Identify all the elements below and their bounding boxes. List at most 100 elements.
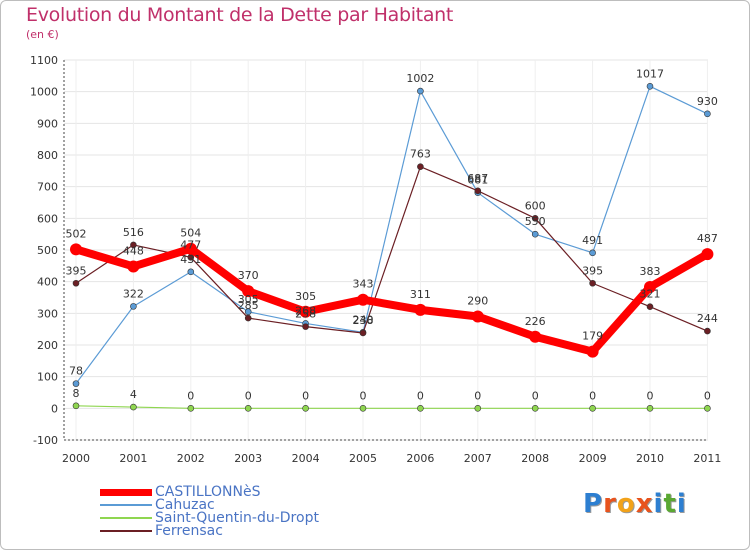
legend-item: Saint-Quentin-du-Dropt bbox=[100, 510, 360, 526]
series-line bbox=[72, 244, 712, 356]
y-tick-label: 200 bbox=[37, 339, 58, 352]
data-label: 431 bbox=[180, 253, 201, 266]
y-tick-label: 500 bbox=[37, 244, 58, 257]
y-tick-label: 0 bbox=[51, 402, 58, 415]
data-label: 550 bbox=[525, 215, 546, 228]
legend-swatch bbox=[100, 504, 152, 506]
data-point bbox=[70, 243, 82, 256]
x-tick-label: 2004 bbox=[292, 452, 320, 465]
data-point bbox=[184, 242, 197, 255]
legend-label: Ferrensac bbox=[155, 523, 223, 539]
data-point bbox=[72, 402, 80, 410]
legend-item: Ferrensac bbox=[100, 523, 360, 539]
data-point bbox=[589, 405, 596, 412]
data-label: 290 bbox=[467, 295, 488, 308]
data-point bbox=[130, 241, 137, 249]
data-label: 244 bbox=[697, 312, 718, 325]
data-point bbox=[359, 405, 367, 412]
y-tick-label: 400 bbox=[37, 276, 58, 289]
data-label: 383 bbox=[640, 265, 661, 278]
data-point bbox=[531, 405, 539, 412]
data-point bbox=[127, 260, 140, 273]
y-tick-label: 1000 bbox=[30, 86, 58, 99]
data-label: 1017 bbox=[636, 67, 664, 80]
data-point bbox=[244, 405, 252, 412]
data-label: 0 bbox=[302, 389, 309, 402]
data-point bbox=[242, 285, 255, 298]
data-label: 370 bbox=[238, 269, 259, 282]
y-tick-label: 800 bbox=[37, 149, 58, 162]
y-tick-label: 300 bbox=[37, 307, 58, 320]
x-tick-label: 2002 bbox=[177, 452, 205, 465]
data-label: 504 bbox=[180, 227, 201, 240]
data-point bbox=[187, 268, 195, 276]
data-label: 305 bbox=[238, 293, 259, 306]
y-tick-label: 900 bbox=[37, 117, 58, 130]
legend-swatch bbox=[100, 517, 152, 519]
data-point bbox=[589, 279, 596, 287]
data-point bbox=[244, 308, 252, 316]
data-point bbox=[414, 303, 427, 316]
data-label: 179 bbox=[582, 330, 603, 343]
data-label: 0 bbox=[589, 389, 596, 402]
series-line bbox=[75, 405, 709, 409]
data-point bbox=[187, 405, 195, 412]
data-point bbox=[130, 403, 137, 411]
data-label: 78 bbox=[69, 365, 83, 378]
data-point bbox=[704, 110, 711, 118]
data-label: 343 bbox=[353, 278, 374, 291]
data-point bbox=[589, 249, 596, 257]
data-point bbox=[130, 303, 137, 310]
data-label: 516 bbox=[123, 226, 144, 239]
data-label: 687 bbox=[467, 172, 488, 185]
data-point bbox=[359, 329, 367, 337]
x-tick-label: 2011 bbox=[693, 452, 721, 465]
proxiti-logo: Proxiti bbox=[583, 489, 687, 519]
data-label: 395 bbox=[66, 264, 87, 277]
data-label: 0 bbox=[245, 389, 252, 402]
data-label: 0 bbox=[474, 389, 481, 402]
series-saint-quentin-du-dropt bbox=[72, 402, 711, 412]
data-label: 238 bbox=[353, 314, 374, 327]
data-label: 681 bbox=[467, 174, 488, 187]
data-point bbox=[646, 405, 654, 412]
data-label: 448 bbox=[123, 244, 144, 257]
data-label: 477 bbox=[180, 238, 201, 251]
data-label: 0 bbox=[704, 389, 711, 402]
data-point bbox=[72, 279, 80, 287]
data-label: 1002 bbox=[406, 72, 434, 85]
data-label: 930 bbox=[697, 95, 718, 108]
series-cahuzac bbox=[72, 82, 711, 387]
chart-subtitle: (en €) bbox=[26, 28, 59, 41]
data-label: 0 bbox=[647, 389, 654, 402]
y-tick-label: 1100 bbox=[30, 54, 58, 67]
x-tick-label: 2001 bbox=[119, 452, 147, 465]
data-label: 0 bbox=[417, 389, 424, 402]
y-tick-label: 100 bbox=[37, 371, 58, 384]
legend-item: Cahuzac bbox=[100, 497, 360, 513]
data-point bbox=[471, 310, 484, 323]
data-label: 4 bbox=[130, 388, 137, 401]
chart-title: Evolution du Montant de la Dette par Hab… bbox=[26, 4, 454, 26]
data-point bbox=[302, 323, 309, 330]
data-label: 502 bbox=[66, 227, 87, 240]
x-tick-label: 2008 bbox=[521, 452, 549, 465]
data-label: 0 bbox=[360, 389, 367, 402]
legend-item: CASTILLONNèS bbox=[100, 484, 360, 500]
data-label: 240 bbox=[353, 313, 374, 326]
data-label: 600 bbox=[525, 199, 546, 212]
data-label: 487 bbox=[697, 232, 718, 245]
data-label: 763 bbox=[410, 148, 431, 161]
legend-label: Saint-Quentin-du-Dropt bbox=[155, 510, 319, 526]
data-label: 321 bbox=[640, 288, 661, 301]
x-tick-label: 2006 bbox=[406, 452, 434, 465]
data-point bbox=[644, 281, 656, 294]
y-tick-label: 700 bbox=[37, 181, 58, 194]
data-point bbox=[529, 330, 542, 343]
data-point bbox=[244, 314, 252, 322]
data-point bbox=[357, 293, 369, 306]
data-point bbox=[646, 82, 654, 90]
x-tick-label: 2005 bbox=[349, 452, 377, 465]
y-tick-label: 600 bbox=[37, 212, 58, 225]
